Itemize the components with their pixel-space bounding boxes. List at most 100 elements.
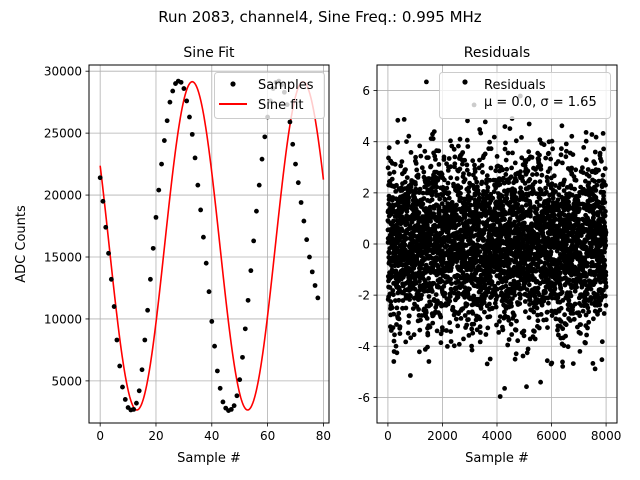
residual-point [506, 317, 512, 323]
residual-point [602, 293, 608, 299]
residual-point [558, 286, 564, 291]
residual-point [497, 182, 503, 187]
residual-point [447, 320, 453, 326]
sample-point-15 [139, 367, 145, 373]
residual-point [448, 276, 453, 282]
residual-point [424, 316, 430, 321]
residual-point [502, 146, 508, 152]
residual-point [451, 343, 457, 349]
residual-point [465, 118, 470, 124]
residual-point [436, 162, 442, 167]
residual-point [583, 312, 589, 318]
residual-point [583, 130, 589, 135]
residual-point [511, 313, 517, 318]
left-axes: Sine Fit 0 20 40 60 80 5000 10000 15000 20000 250… [14, 45, 331, 466]
residual-point [473, 176, 478, 181]
residual-point [544, 358, 550, 364]
residual-point [483, 293, 489, 298]
sample-point-51 [240, 354, 245, 360]
residual-point [479, 179, 485, 185]
residual-point [448, 164, 453, 170]
residual-point [538, 312, 544, 317]
sine-fit-line [99, 80, 325, 411]
sample-point-78 [315, 295, 321, 301]
figure-suptitle: Run 2083, channel4, Sine Freq.: 0.995 MH… [158, 8, 482, 26]
residual-point [570, 311, 576, 316]
residual-point [448, 265, 454, 271]
residual-point [402, 242, 408, 248]
residual-point [502, 124, 508, 129]
residual-point [406, 133, 412, 139]
residual-point [448, 138, 453, 144]
residual-point [572, 186, 577, 192]
residual-point [530, 172, 535, 178]
residual-point [543, 185, 548, 191]
sample-point-18 [148, 276, 153, 282]
right-axes-points [385, 79, 609, 399]
residual-point [433, 292, 439, 297]
residual-point [569, 165, 574, 171]
residual-point [469, 195, 474, 201]
residual-point [549, 295, 555, 301]
residual-point [531, 309, 537, 315]
residual-point [413, 182, 418, 187]
residual-point [522, 220, 527, 226]
residual-point [573, 177, 579, 183]
residual-point [464, 167, 470, 173]
residual-point [442, 197, 448, 203]
residual-point [406, 195, 412, 201]
sample-point-14 [136, 388, 142, 394]
residual-point [438, 340, 444, 346]
residual-point [602, 263, 608, 268]
residual-point [484, 173, 490, 179]
residual-point [415, 172, 421, 178]
residual-point [504, 166, 510, 172]
sample-point-58 [259, 156, 265, 162]
residual-point [599, 339, 605, 345]
residual-point [508, 174, 514, 180]
residual-point [429, 289, 435, 294]
residual-point [428, 163, 434, 169]
residual-point [471, 321, 477, 327]
right-ytick-label-4: 4 [362, 135, 370, 149]
residual-point [391, 218, 396, 224]
right-xtick-label-6000: 6000 [536, 429, 567, 443]
residual-point [584, 332, 589, 338]
residual-point [561, 343, 567, 348]
residual-point [418, 266, 424, 271]
residual-point [500, 167, 505, 172]
right-ytick-label-6: 6 [362, 84, 370, 98]
residual-point [545, 309, 550, 315]
residual-point [503, 157, 509, 163]
residual-point [449, 199, 455, 205]
residual-point [525, 168, 531, 174]
residual-point [524, 287, 530, 292]
residual-point [462, 157, 468, 163]
residual-point [485, 188, 490, 194]
residual-point [431, 211, 437, 217]
sample-point-16 [142, 337, 148, 343]
residual-point [404, 139, 409, 145]
left-ytick-label-30000: 30000 [44, 65, 82, 79]
residual-point [566, 298, 572, 303]
residual-point [462, 313, 468, 318]
residual-point [488, 165, 494, 171]
residual-point [581, 145, 587, 150]
residual-point [392, 161, 398, 167]
residual-point [486, 285, 492, 291]
residual-point [466, 189, 472, 195]
residual-point [592, 149, 598, 155]
residual-point [538, 166, 544, 172]
residual-point [534, 171, 540, 177]
residual-point [539, 302, 545, 308]
residual-point [482, 282, 488, 288]
residual-point [577, 206, 582, 212]
residual-point [601, 193, 606, 199]
residual-point [484, 361, 490, 367]
residual-point [447, 294, 453, 299]
residual-point [573, 167, 579, 173]
residual-point [427, 324, 433, 330]
residual-point [603, 283, 609, 289]
residual-point [571, 316, 577, 322]
residual-point [434, 328, 440, 334]
